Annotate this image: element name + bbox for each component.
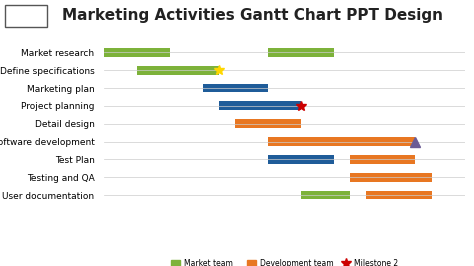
Bar (137, 66, 219, 75)
Text: Marketing Activities Gantt Chart PPT Design: Marketing Activities Gantt Chart PPT Des… (62, 9, 443, 23)
Bar (268, 137, 415, 146)
Bar (235, 119, 301, 128)
Bar (219, 101, 301, 110)
Bar (301, 190, 350, 200)
Bar (350, 155, 415, 164)
Bar (268, 48, 334, 57)
Bar (268, 155, 334, 164)
Bar (202, 84, 268, 93)
Legend: Market team, Planning team, Development team, Milestone 1, Milestone 2, Mileston: Market team, Planning team, Development … (167, 256, 401, 266)
FancyBboxPatch shape (5, 5, 47, 27)
Bar (350, 173, 432, 182)
Bar (366, 190, 432, 200)
Bar (104, 48, 170, 57)
